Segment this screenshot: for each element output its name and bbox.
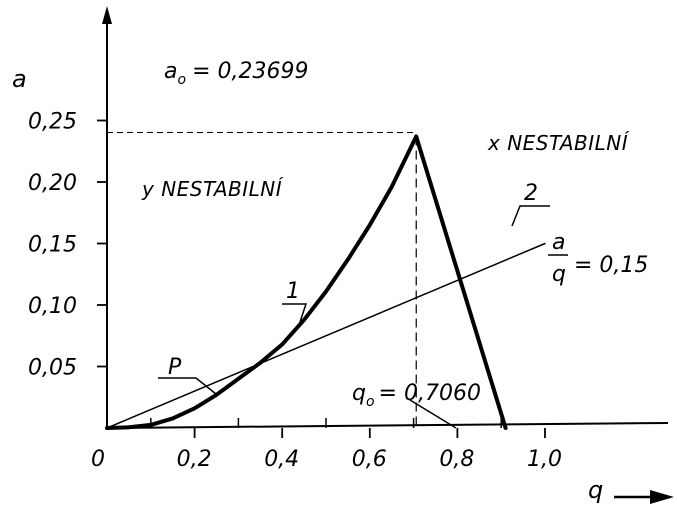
x-tick-label: 0,2 [177, 447, 212, 472]
y-tick-label: 0,05 [28, 356, 77, 381]
y-tick-label: 0,15 [28, 233, 77, 258]
q0-subscript: o [366, 394, 375, 410]
y-axis-label: a [12, 65, 27, 93]
region-y-unstable: y NESTABILNÍ [141, 177, 284, 201]
ratio-numerator: a [552, 230, 565, 255]
a0-annotation: ao = 0,23699 [164, 59, 308, 88]
point-p-label: P [168, 355, 182, 380]
x-tick-label: 0,6 [352, 447, 387, 472]
series-line-2 [414, 134, 508, 430]
a0-subscript: o [177, 72, 186, 88]
curve-2-label: 2 [524, 181, 538, 206]
y-axis-arrow-icon [102, 6, 112, 24]
curve-1-label: 1 [286, 279, 300, 304]
curve-1-leader [282, 303, 308, 323]
a0-value: = 0,23699 [192, 59, 308, 84]
q0-annotation: qo = 0,7060 [352, 381, 481, 410]
ratio-denominator: q [552, 262, 566, 287]
y-tick-label: 0,25 [28, 110, 77, 135]
x-tick-label: 0,4 [264, 447, 299, 472]
ratio-value: = 0,15 [574, 253, 648, 278]
q0-leader [409, 399, 457, 429]
x-axis-arrow-icon [614, 490, 674, 504]
y-tick-label: 0,20 [28, 171, 77, 196]
x-axis [106, 422, 669, 429]
x-tick-label: 1,0 [527, 447, 562, 472]
x-axis-label: q [588, 476, 603, 504]
region-x-unstable: x NESTABILNÍ [487, 131, 630, 155]
series-line-3 [106, 242, 546, 429]
x-tick-label: 0 [91, 447, 105, 472]
q0-symbol: q [352, 381, 366, 406]
y-tick-label: 0,10 [28, 294, 77, 319]
x-tick-label: 0,8 [439, 447, 474, 472]
a0-symbol: a [164, 59, 177, 84]
point-p-leader [158, 377, 217, 395]
ratio-annotation: a q = 0,15 [548, 230, 648, 287]
curve-2-leader [511, 205, 550, 227]
q0-value: = 0,7060 [379, 381, 481, 406]
